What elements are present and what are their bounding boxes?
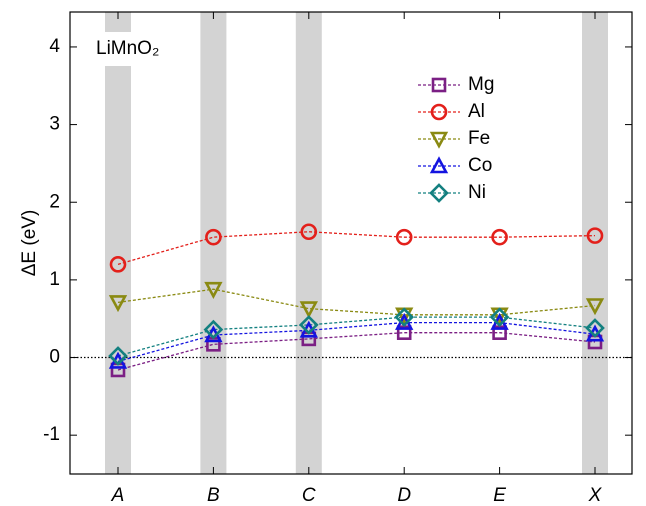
data-point xyxy=(491,228,508,246)
y-tick-label: -1 xyxy=(43,424,60,445)
legend-marker xyxy=(429,156,449,174)
legend-label: Mg xyxy=(468,74,494,95)
annotation-bg xyxy=(92,32,184,66)
x-tick-label: B xyxy=(207,485,220,506)
legend-label: Ni xyxy=(468,182,486,203)
data-point xyxy=(298,315,319,335)
legend-label: Co xyxy=(468,155,492,176)
data-point xyxy=(205,228,222,246)
data-point xyxy=(204,281,223,299)
legend-marker xyxy=(429,131,449,149)
x-tick-label: X xyxy=(588,485,603,506)
data-point xyxy=(489,307,510,327)
x-tick-label: C xyxy=(302,485,316,506)
series-line xyxy=(117,316,596,357)
data-point xyxy=(108,346,128,366)
data-point xyxy=(395,228,413,246)
y-axis-label: ΔE (eV) xyxy=(19,210,40,277)
data-point xyxy=(585,318,605,338)
legend-marker xyxy=(429,183,449,203)
plot-frame xyxy=(69,11,633,475)
data-point xyxy=(299,301,318,319)
x-tick-label: E xyxy=(493,485,506,506)
series-line xyxy=(117,288,596,316)
y-tick-label: 4 xyxy=(49,36,60,57)
shaded-band xyxy=(105,12,131,474)
y-tick-label: 2 xyxy=(49,191,60,212)
x-tick-label: D xyxy=(397,485,411,506)
annotation: LiMnO₂ xyxy=(96,38,159,59)
data-point xyxy=(203,319,224,340)
data-point xyxy=(300,223,318,241)
y-tick-label: 0 xyxy=(49,347,60,368)
y-tick-label: 1 xyxy=(49,269,60,290)
data-point xyxy=(586,227,604,244)
legend-label: Al xyxy=(468,101,485,122)
shaded-band xyxy=(295,12,322,474)
y-tick-label: 3 xyxy=(49,114,60,135)
x-tick-label: A xyxy=(111,485,125,506)
data-point xyxy=(109,256,127,273)
data-point xyxy=(585,298,605,316)
legend-marker xyxy=(430,103,448,121)
series-line xyxy=(117,321,596,363)
legend-label: Fe xyxy=(468,128,490,149)
series-line xyxy=(117,231,596,265)
legend-marker xyxy=(431,77,447,93)
data-point xyxy=(108,295,128,313)
series-line xyxy=(117,332,596,371)
data-point xyxy=(394,307,415,327)
